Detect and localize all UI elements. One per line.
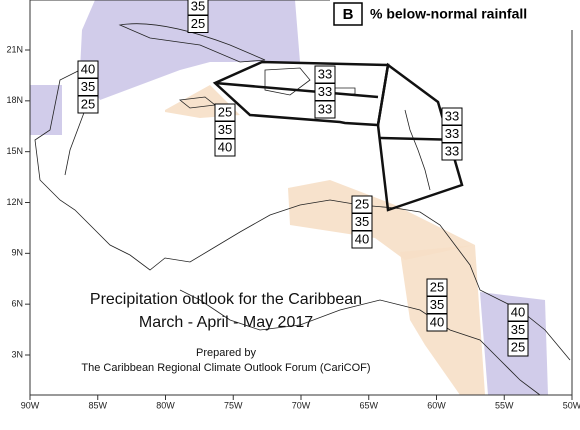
probability-value: 33 — [445, 143, 459, 158]
probability-value: 33 — [318, 84, 332, 99]
probability-value: 33 — [445, 126, 459, 141]
outlined-zones — [212, 60, 464, 212]
probability-stack: 40 35 25 — [507, 303, 529, 357]
probability-value: 33 — [445, 108, 459, 123]
probability-value: 25 — [218, 104, 232, 119]
probability-value: 33 — [318, 101, 332, 116]
probability-value: 35 — [511, 322, 525, 337]
probability-cell — [426, 313, 448, 332]
credit-forum: The Caribbean Regional Climate Outlook F… — [81, 362, 370, 374]
probability-cell — [77, 95, 99, 114]
probability-stack: 25 35 40 — [426, 278, 448, 332]
title-line: Precipitation outlook for the Caribbean — [90, 291, 362, 308]
legend-background — [330, 0, 578, 30]
probability-stack: 33 33 33 — [314, 65, 336, 119]
probability-value: 25 — [430, 279, 444, 294]
probability-value: 25 — [511, 339, 525, 354]
y-axis-label: 12N — [6, 197, 23, 207]
probability-value: 33 — [318, 66, 332, 81]
probability-value: 35 — [191, 0, 205, 13]
probability-value: 35 — [218, 122, 232, 137]
probability-stack: 25 35 40 — [351, 195, 373, 249]
x-axis-label: 80W — [156, 400, 175, 410]
y-axis-label: 9N — [11, 248, 23, 258]
zone-below — [80, 0, 300, 100]
x-axis-label: 70W — [292, 400, 311, 410]
probability-value: 40 — [355, 231, 369, 246]
probability-value: 25 — [355, 196, 369, 211]
probability-value: 40 — [511, 304, 525, 319]
x-axis-label: 55W — [495, 400, 514, 410]
x-axis-label: 65W — [359, 400, 378, 410]
probability-value: 25 — [81, 96, 95, 111]
y-axis-label: 21N — [6, 44, 23, 54]
title-line: March - April - May 2017 — [139, 314, 313, 331]
probability-value: 35 — [430, 297, 444, 312]
x-axis-label: 85W — [88, 400, 107, 410]
zone-above — [288, 180, 475, 260]
legend-key: B — [343, 6, 354, 23]
legend-key-box — [333, 2, 363, 26]
y-axis-label: 18N — [6, 95, 23, 105]
zones — [30, 0, 548, 395]
y-axis-label: 3N — [11, 349, 23, 359]
probability-cell — [187, 15, 209, 33]
legend: B % below-normal rainfall — [330, 0, 578, 30]
axes: 90W 85W 80W 75W 70W 65W 60W 55W 50W 21N 18N 15N 12N 9… — [6, 44, 580, 410]
probability-value: 40 — [81, 61, 95, 76]
probability-value: 35 — [355, 214, 369, 229]
x-axis-label: 75W — [224, 400, 243, 410]
x-axis-label: 60W — [427, 400, 446, 410]
legend-label: % below-normal rainfall — [370, 6, 527, 22]
probability-stack: 40 35 25 — [77, 60, 99, 114]
probability-value: 40 — [430, 314, 444, 329]
credit-label: Prepared by — [196, 347, 256, 359]
x-axis-label: 90W — [21, 400, 40, 410]
probability-cell — [314, 100, 336, 119]
probability-value: 25 — [191, 16, 205, 31]
y-axis-label: 6N — [11, 299, 23, 309]
probability-stack: 25 35 40 — [214, 103, 236, 157]
y-axis-label: 15N — [6, 146, 23, 156]
zone-below — [30, 85, 62, 135]
probability-value: 35 — [81, 79, 95, 94]
x-axis-label: 50W — [563, 400, 580, 410]
probability-cell — [441, 142, 463, 161]
probability-cell — [214, 138, 236, 157]
probability-cell — [351, 230, 373, 249]
probability-value: 40 — [218, 139, 232, 154]
probability-stack: 33 33 33 — [441, 107, 463, 161]
probability-cell — [507, 338, 529, 357]
